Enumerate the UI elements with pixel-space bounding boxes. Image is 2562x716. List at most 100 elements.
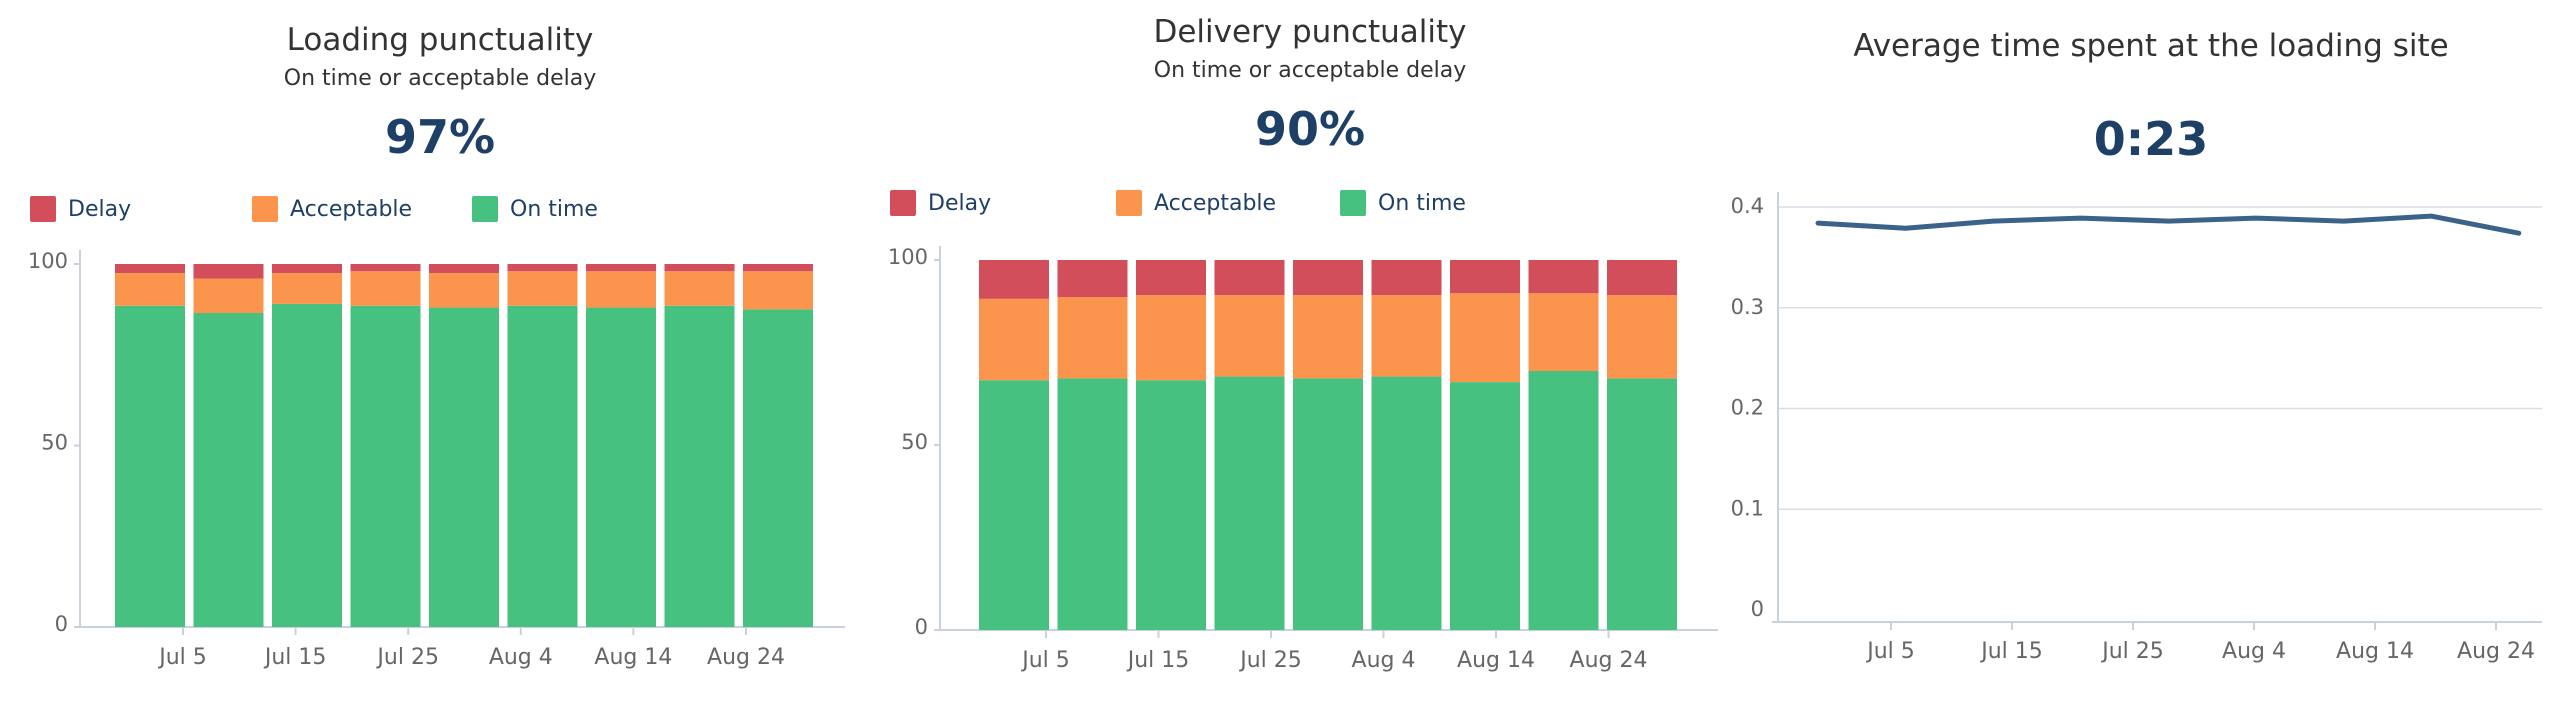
bar-segment-on-time (429, 307, 499, 627)
bar-segment-on-time (1136, 380, 1206, 630)
legend-swatch-acceptable (1116, 190, 1142, 216)
bar-segment-acceptable (1450, 293, 1520, 383)
bar-segment-acceptable (586, 271, 656, 308)
x-tick-label: Jul 25 (375, 645, 439, 670)
bar-segment-on-time (1607, 378, 1677, 630)
bar-segment-on-time (664, 305, 735, 627)
y-tick-label: 50 (41, 431, 68, 455)
legend-swatch-acceptable (252, 196, 278, 222)
bar-segment-on-time (350, 305, 421, 627)
bar-segment-on-time (1293, 378, 1363, 630)
legend-label: On time (510, 196, 598, 222)
y-tick-label: 0 (1751, 597, 1764, 621)
bar-segment-delay (1214, 260, 1285, 296)
bar-segment-on-time (743, 309, 813, 627)
bar-segment-acceptable (979, 298, 1049, 381)
bar-segment-delay (1607, 260, 1677, 296)
legend-delay[interactable]: Delay (30, 196, 131, 222)
bar-segment-on-time (586, 307, 656, 627)
legend-acceptable[interactable]: Acceptable (252, 196, 412, 222)
bar-segment-acceptable (1528, 293, 1599, 371)
bar-segment-acceptable (1057, 297, 1128, 379)
bar-segment-delay (586, 264, 656, 272)
bar-segment-acceptable (350, 271, 421, 306)
bar-segment-acceptable (193, 278, 264, 314)
bar-segment-delay (743, 264, 813, 272)
bar-segment-delay (1136, 260, 1206, 296)
x-tick-label: Aug 4 (1352, 648, 1416, 673)
bar-segment-on-time (193, 313, 264, 627)
legend-label: Delay (928, 190, 992, 216)
x-tick-label: Jul 5 (1020, 648, 1070, 673)
x-tick-label: Jul 25 (1238, 648, 1302, 673)
x-tick-label: Aug 24 (1570, 648, 1648, 673)
bar-segment-delay (1057, 260, 1128, 297)
chart-subtitle: On time or acceptable delay (283, 66, 597, 91)
kpi-value: 97% (384, 110, 496, 164)
bar-segment-on-time (1371, 376, 1442, 630)
bar-segment-acceptable (1293, 295, 1363, 379)
x-tick-label: Aug 14 (1457, 648, 1535, 673)
bar-segment-acceptable (115, 273, 185, 306)
x-tick-label: Aug 4 (489, 645, 553, 670)
legend-swatch-on-time (472, 196, 498, 222)
legend-label: Acceptable (1154, 190, 1277, 216)
kpi-value: 0:23 (2093, 112, 2209, 166)
y-tick-label: 0 (915, 615, 928, 639)
bar-segment-delay (272, 264, 342, 274)
loading-punctuality-chart: 0 50 100 Jul 5 Jul 15 Jul 25 Aug 4 Aug 14 Aug 24 (28, 249, 845, 670)
chart-title: Average time spent at the loading site (1853, 28, 2449, 64)
bar-segment-acceptable (1136, 295, 1206, 381)
bar-segment-on-time (1214, 376, 1285, 630)
bar-segment-delay (507, 264, 578, 272)
y-tick-label: 50 (901, 430, 928, 454)
delivery-punctuality-panel: Delivery punctuality On time or acceptab… (880, 0, 1740, 716)
legend-label: Acceptable (290, 196, 413, 222)
bar-segment-acceptable (664, 271, 735, 306)
bar-segment-delay (193, 264, 264, 279)
kpi-value: 90% (1254, 102, 1366, 156)
legend-label: On time (1378, 190, 1466, 216)
bar-segment-delay (1293, 260, 1363, 296)
legend-delay[interactable]: Delay (890, 190, 991, 216)
chart-subtitle: On time or acceptable delay (1153, 58, 1467, 83)
chart-title: Loading punctuality (286, 22, 594, 58)
x-tick-label: Aug 24 (2457, 639, 2535, 664)
legend-label: Delay (68, 196, 132, 222)
bar-segment-delay (979, 260, 1049, 299)
y-tick-label: 0 (55, 612, 68, 636)
x-tick-label: Jul 25 (2100, 639, 2164, 664)
x-tick-label: Jul 15 (1126, 648, 1190, 673)
series-line (1815, 213, 2522, 236)
legend-swatch-delay (890, 190, 916, 216)
bar-segment-on-time (1450, 382, 1520, 630)
legend-swatch-delay (30, 196, 56, 222)
bar-segment-acceptable (1214, 295, 1285, 377)
x-tick-label: Aug 14 (594, 645, 672, 670)
average-time-chart: 0 0.1 0.2 0.3 0.4 Jul 5 Jul 15 Jul 25 Aug 4 Aug 1… (1731, 192, 2542, 664)
bar-segment-delay (350, 264, 421, 272)
legend-acceptable[interactable]: Acceptable (1116, 190, 1276, 216)
legend-on-time[interactable]: On time (1340, 190, 1466, 216)
bar-segment-on-time (1528, 371, 1599, 630)
bar-segment-on-time (115, 305, 185, 627)
loading-punctuality-panel: Loading punctuality On time or acceptabl… (0, 0, 880, 716)
bar-segment-delay (664, 264, 735, 272)
bar-segment-on-time (272, 303, 342, 627)
delivery-punctuality-chart: 0 50 100 Jul 5 Jul 15 Jul 25 Aug 4 Aug 14 Aug 24 (888, 245, 1718, 673)
bar-segment-acceptable (743, 271, 813, 310)
bar-segment-acceptable (507, 271, 578, 306)
bar-segment-acceptable (1607, 295, 1677, 379)
legend-on-time[interactable]: On time (472, 196, 598, 222)
bar-segment-acceptable (429, 273, 499, 308)
y-tick-label: 100 (28, 249, 68, 273)
bar-segment-on-time (507, 305, 578, 627)
bar-segment-on-time (1057, 378, 1128, 630)
x-tick-label: Aug 24 (707, 645, 785, 670)
bar-segment-delay (1450, 260, 1520, 294)
legend-swatch-on-time (1340, 190, 1366, 216)
bar-segment-on-time (979, 380, 1049, 630)
x-tick-label: Aug 14 (2336, 639, 2414, 664)
chart-title: Delivery punctuality (1153, 14, 1467, 50)
y-tick-label: 100 (888, 245, 928, 269)
